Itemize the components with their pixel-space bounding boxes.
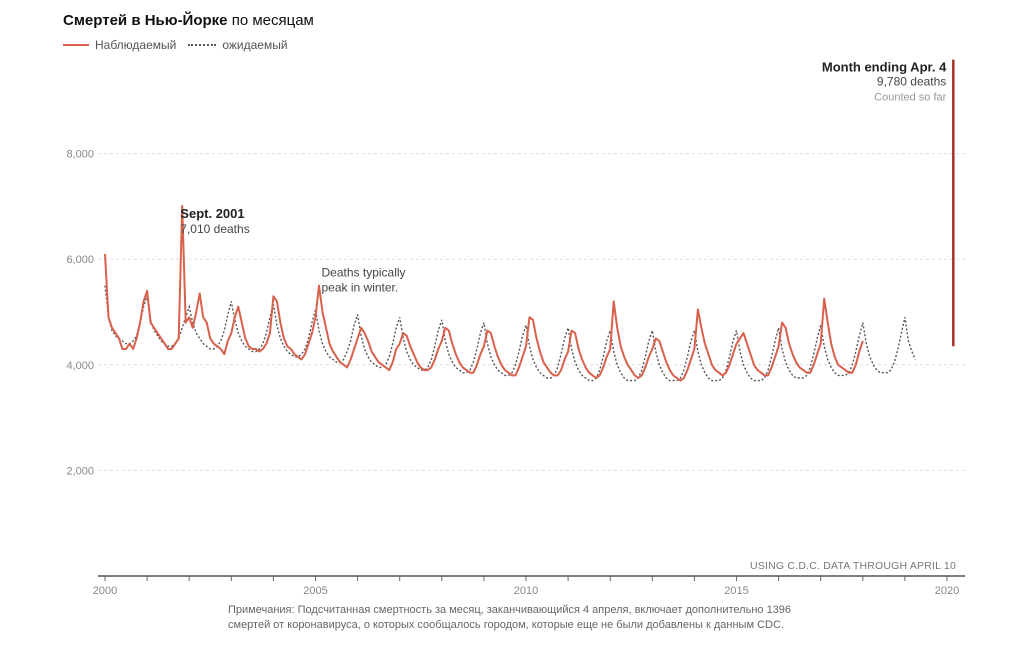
x-tick-label-2015: 2015 [724,585,748,597]
footnote: Примечания: Подсчитанная смертность за м… [228,604,792,631]
chart-title: Смертей в Нью-Йорке по месяцам [63,12,314,29]
y-tick-label-6000: 6,000 [66,254,94,266]
annotation-apr2020-deaths: 9,780 deaths [877,75,946,89]
x-tick-label-2005: 2005 [303,585,327,597]
legend-expected-label: ожидаемый [222,38,288,52]
legend-observed-swatch [63,44,89,46]
source-note: USING C.D.C. DATA THROUGH APRIL 10 [750,560,956,572]
chart-title-bold: Смертей в Нью-Йорке [63,12,228,29]
series-line-expected [104,285,917,382]
y-tick-label-8000: 8,000 [66,149,94,161]
annotation-winter-line1: Deaths typically [322,266,406,280]
y-axis-ticks: 2,000 4,000 6,000 8,000 [66,149,94,478]
legend-observed-label: Наблюдаемый [95,38,177,52]
x-tick-label-2010: 2010 [514,585,538,597]
legend: Наблюдаемый ожидаемый [63,38,288,52]
series-lines [104,59,955,382]
annotation-winter-line2: peak in winter. [322,281,399,295]
chart-title-rest: по месяцам [227,12,314,29]
annotation-apr2020-title: Month ending Apr. 4 [822,60,947,75]
annotation-sept2001-title: Sept. 2001 [180,206,244,221]
legend-expected-swatch [188,44,217,46]
annotation-apr2020-sub: Counted so far [874,92,946,104]
y-tick-label-2000: 2,000 [66,465,94,477]
x-tick-label-2000: 2000 [93,585,117,597]
x-axis: 2000 2005 2010 2015 2020 [93,575,965,597]
grid-lines [98,153,965,471]
series-line-observed [104,204,864,382]
annotation-sept2001-deaths: 7,010 deaths [180,222,249,236]
annotations: Sept. 2001 7,010 deaths Deaths typically… [180,60,947,295]
y-tick-label-4000: 4,000 [66,360,94,372]
x-tick-label-2020: 2020 [935,585,959,597]
